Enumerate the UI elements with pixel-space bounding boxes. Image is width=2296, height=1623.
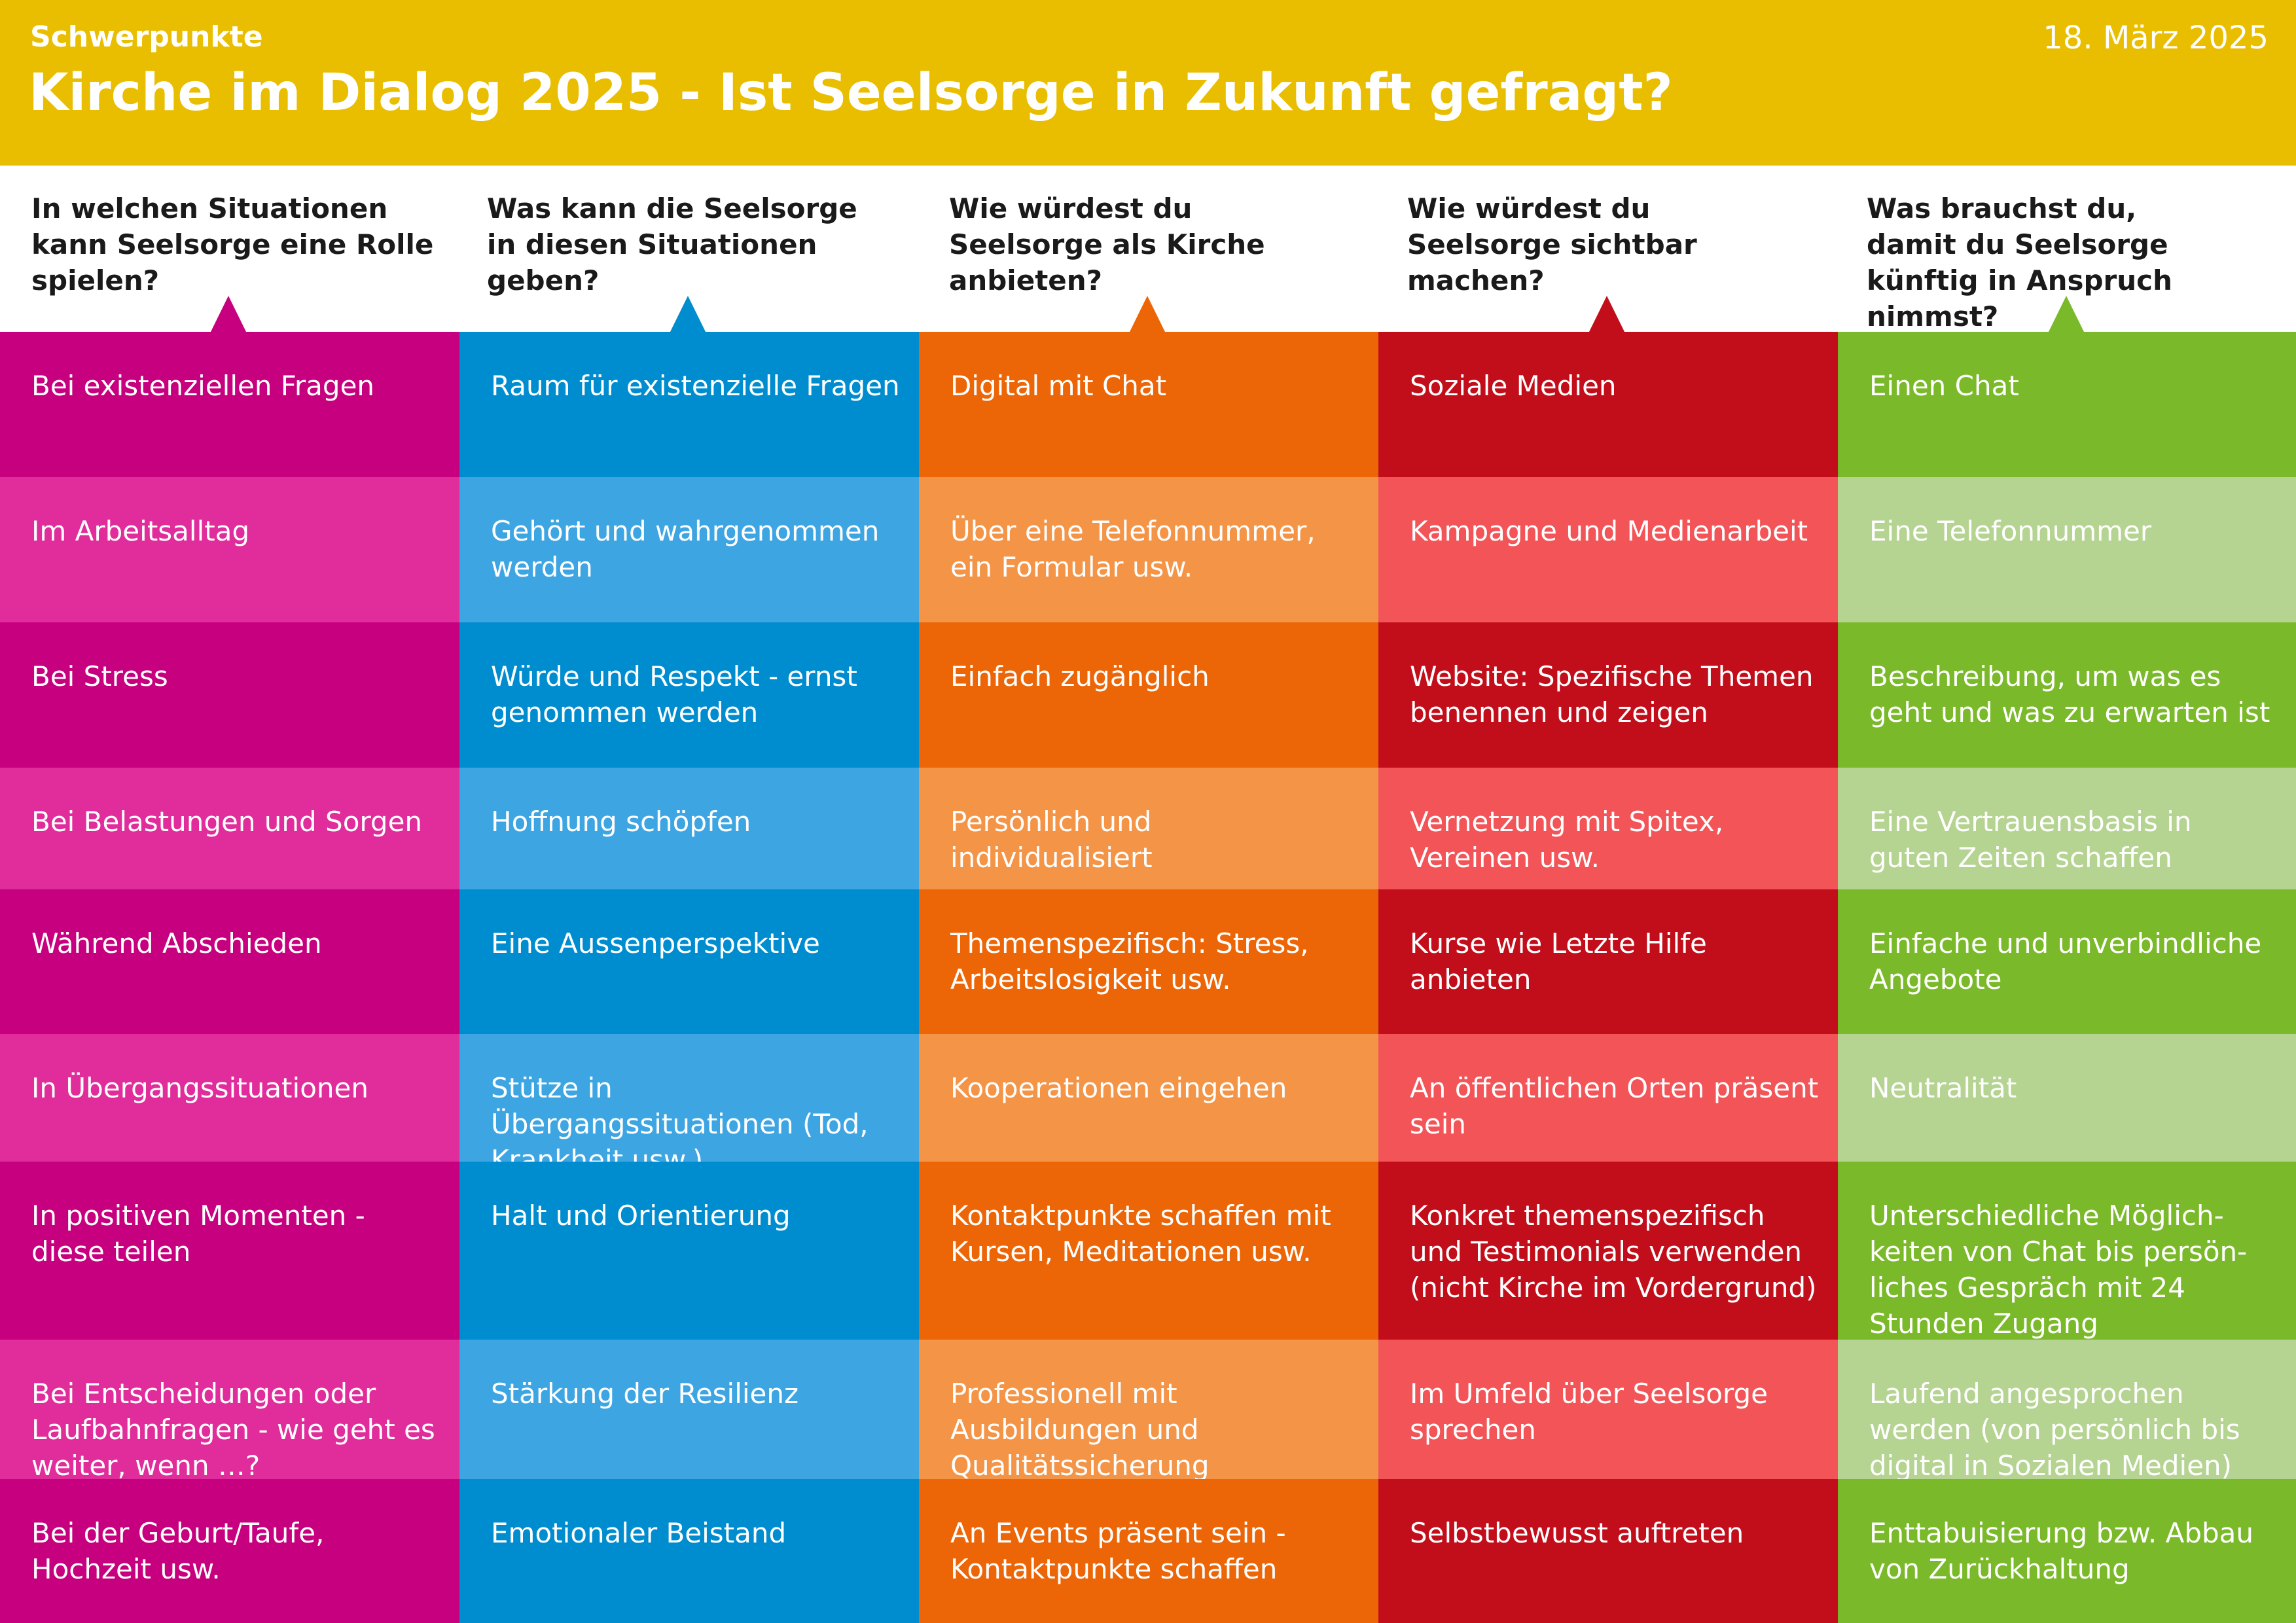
list-item: Eine Vertrauensbasis in guten Zeiten sch… — [1838, 768, 2296, 889]
list-item: Enttabuisierung bzw. Abbau von Zurückhal… — [1838, 1479, 2296, 1623]
list-item: Bei Stress — [0, 622, 459, 768]
list-item: Website: Spezifische Themen benennen und… — [1378, 622, 1838, 768]
list-item: Themenspezifisch: Stress, Arbeitslosigke… — [919, 889, 1378, 1034]
question-2: Was kann die Seelsorge in diesen Situati… — [487, 192, 857, 296]
list-item: Laufend angesprochen werden (von persönl… — [1838, 1340, 2296, 1482]
list-item: Kontaktpunkte schaffen mit Kursen, Medit… — [919, 1162, 1378, 1340]
list-item: Einfache und unverbindliche Angebote — [1838, 889, 2296, 1034]
list-item: Professionell mit Ausbildungen und Quali… — [919, 1340, 1378, 1482]
list-item: Bei Belastungen und Sorgen — [0, 768, 459, 889]
list-item: In Übergangssituationen — [0, 1034, 459, 1162]
pointer-arrow-1 — [211, 296, 246, 332]
list-item: Würde und Respekt - ernst genommen werde… — [459, 622, 919, 768]
question-1: In welchen Situationen kann Seelsorge ei… — [31, 192, 434, 296]
column-offering: Digital mit Chat Über eine Telefonnummer… — [919, 332, 1378, 1623]
list-item: Raum für existenzielle Fragen — [459, 332, 919, 477]
column-needs: Einen Chat Eine Telefonnummer Beschreibu… — [1838, 332, 2296, 1623]
column-visibility: Soziale Medien Kampagne und Medienarbeit… — [1378, 332, 1838, 1623]
list-item: Halt und Orientierung — [459, 1162, 919, 1340]
list-item: In positiven Momenten - diese teilen — [0, 1162, 459, 1340]
list-item: Emotionaler Beistand — [459, 1479, 919, 1623]
list-item: Unterschiedliche Möglich-keiten von Chat… — [1838, 1162, 2296, 1340]
list-item: Im Arbeitsalltag — [0, 477, 459, 622]
list-item: Einfach zugänglich — [919, 622, 1378, 768]
list-item: Konkret themenspezifisch und Testimonial… — [1378, 1162, 1838, 1340]
pointer-arrow-4 — [1589, 296, 1624, 332]
list-item: An Events präsent sein - Kontaktpunkte s… — [919, 1479, 1378, 1623]
list-item: Kampagne und Medienarbeit — [1378, 477, 1838, 622]
list-item: Eine Aussenperspektive — [459, 889, 919, 1034]
question-5: Was brauchst du, damit du Seelsorge künf… — [1867, 192, 2172, 332]
header-kicker: Schwerpunkte — [30, 20, 263, 54]
pointer-arrow-2 — [670, 296, 706, 332]
column-benefits: Raum für existenzielle Fragen Gehört und… — [459, 332, 919, 1623]
list-item: Persönlich und individualisiert — [919, 768, 1378, 889]
list-item: Selbstbewusst auftreten — [1378, 1479, 1838, 1623]
list-item: Gehört und wahrgenommen werden — [459, 477, 919, 622]
list-item: An öffentlichen Orten präsent sein — [1378, 1034, 1838, 1162]
header-banner: Schwerpunkte Kirche im Dialog 2025 - Ist… — [0, 0, 2296, 166]
list-item: Kooperationen eingehen — [919, 1034, 1378, 1162]
list-item: Hoffnung schöpfen — [459, 768, 919, 889]
list-item: Soziale Medien — [1378, 332, 1838, 477]
list-item: Während Abschieden — [0, 889, 459, 1034]
question-3: Wie würdest du Seelsorge als Kirche anbi… — [949, 192, 1265, 296]
list-item: Über eine Telefonnummer, ein Formular us… — [919, 477, 1378, 622]
list-item: Neutralität — [1838, 1034, 2296, 1162]
pointer-arrow-5 — [2049, 296, 2084, 332]
pointer-arrow-3 — [1130, 296, 1165, 332]
column-situations: Bei existenziellen Fragen Im Arbeitsallt… — [0, 332, 459, 1623]
list-item: Stärkung der Resilienz — [459, 1340, 919, 1479]
list-item: Im Umfeld über Seelsorge sprechen — [1378, 1340, 1838, 1479]
list-item: Kurse wie Letzte Hilfe anbieten — [1378, 889, 1838, 1034]
list-item: Beschreibung, um was es geht und was zu … — [1838, 622, 2296, 768]
page-title: Kirche im Dialog 2025 - Ist Seelsorge in… — [29, 63, 1673, 122]
list-item: Vernetzung mit Spitex, Vereinen usw. — [1378, 768, 1838, 889]
list-item: Eine Telefonnummer — [1838, 477, 2296, 622]
list-item: Stütze in Übergangssituationen (Tod, Kra… — [459, 1034, 919, 1176]
header-date: 18. März 2025 — [2043, 20, 2269, 56]
question-4: Wie würdest du Seelsorge sichtbar machen… — [1407, 192, 1697, 296]
list-item: Bei Entscheidungen oder Laufbahnfragen -… — [0, 1340, 459, 1482]
list-item: Einen Chat — [1838, 332, 2296, 477]
list-item: Bei existenziellen Fragen — [0, 332, 459, 477]
list-item: Bei der Geburt/Taufe, Hochzeit usw. — [0, 1479, 459, 1623]
list-item: Digital mit Chat — [919, 332, 1378, 477]
